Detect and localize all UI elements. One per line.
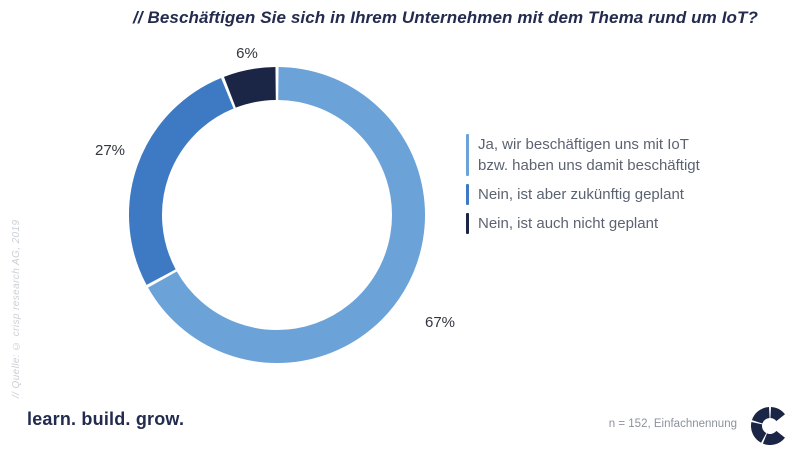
donut-slice (129, 77, 234, 285)
logo-segment (751, 422, 767, 443)
logo-segment (751, 407, 771, 425)
legend-marker-icon (466, 184, 469, 205)
legend-item-nein-geplant: Nein, ist aber zukünftig geplant (466, 184, 786, 205)
logo-segment (769, 407, 785, 422)
source-note: // Quelle: © crisp research AG, 2019 (11, 219, 22, 398)
donut-slice (148, 67, 425, 363)
donut-slice (223, 67, 277, 108)
chart-title: // Beschäftigen Sie sich in Ihrem Untern… (133, 8, 758, 27)
crisp-research-c-logo-icon (751, 407, 785, 445)
legend-item-label: Nein, ist auch nicht geplant (478, 215, 659, 232)
legend: Ja, wir beschäftigen uns mit IoT bzw. ha… (466, 134, 786, 234)
legend-item-label: Nein, ist aber zukünftig geplant (478, 186, 684, 203)
sample-size-note: n = 152, Einfachnennung (608, 418, 737, 430)
slice-label-nein-nicht-geplant: 6% (236, 45, 258, 62)
donut-ring (129, 67, 425, 363)
donut-chart: 67% 27% 6% (95, 45, 455, 363)
legend-item-nein-nicht-geplant: Nein, ist auch nicht geplant (466, 213, 786, 234)
legend-item-label: Ja, wir beschäftigen uns mit IoT bzw. ha… (478, 136, 700, 174)
tagline: learn. build. grow. (27, 409, 185, 429)
legend-marker-icon (466, 213, 469, 234)
legend-marker-icon (466, 134, 469, 176)
logo-segment (762, 430, 785, 445)
slice-label-ja: 67% (425, 314, 455, 331)
slice-label-nein-geplant: 27% (95, 142, 125, 159)
legend-item-ja: Ja, wir beschäftigen uns mit IoT bzw. ha… (466, 134, 786, 176)
